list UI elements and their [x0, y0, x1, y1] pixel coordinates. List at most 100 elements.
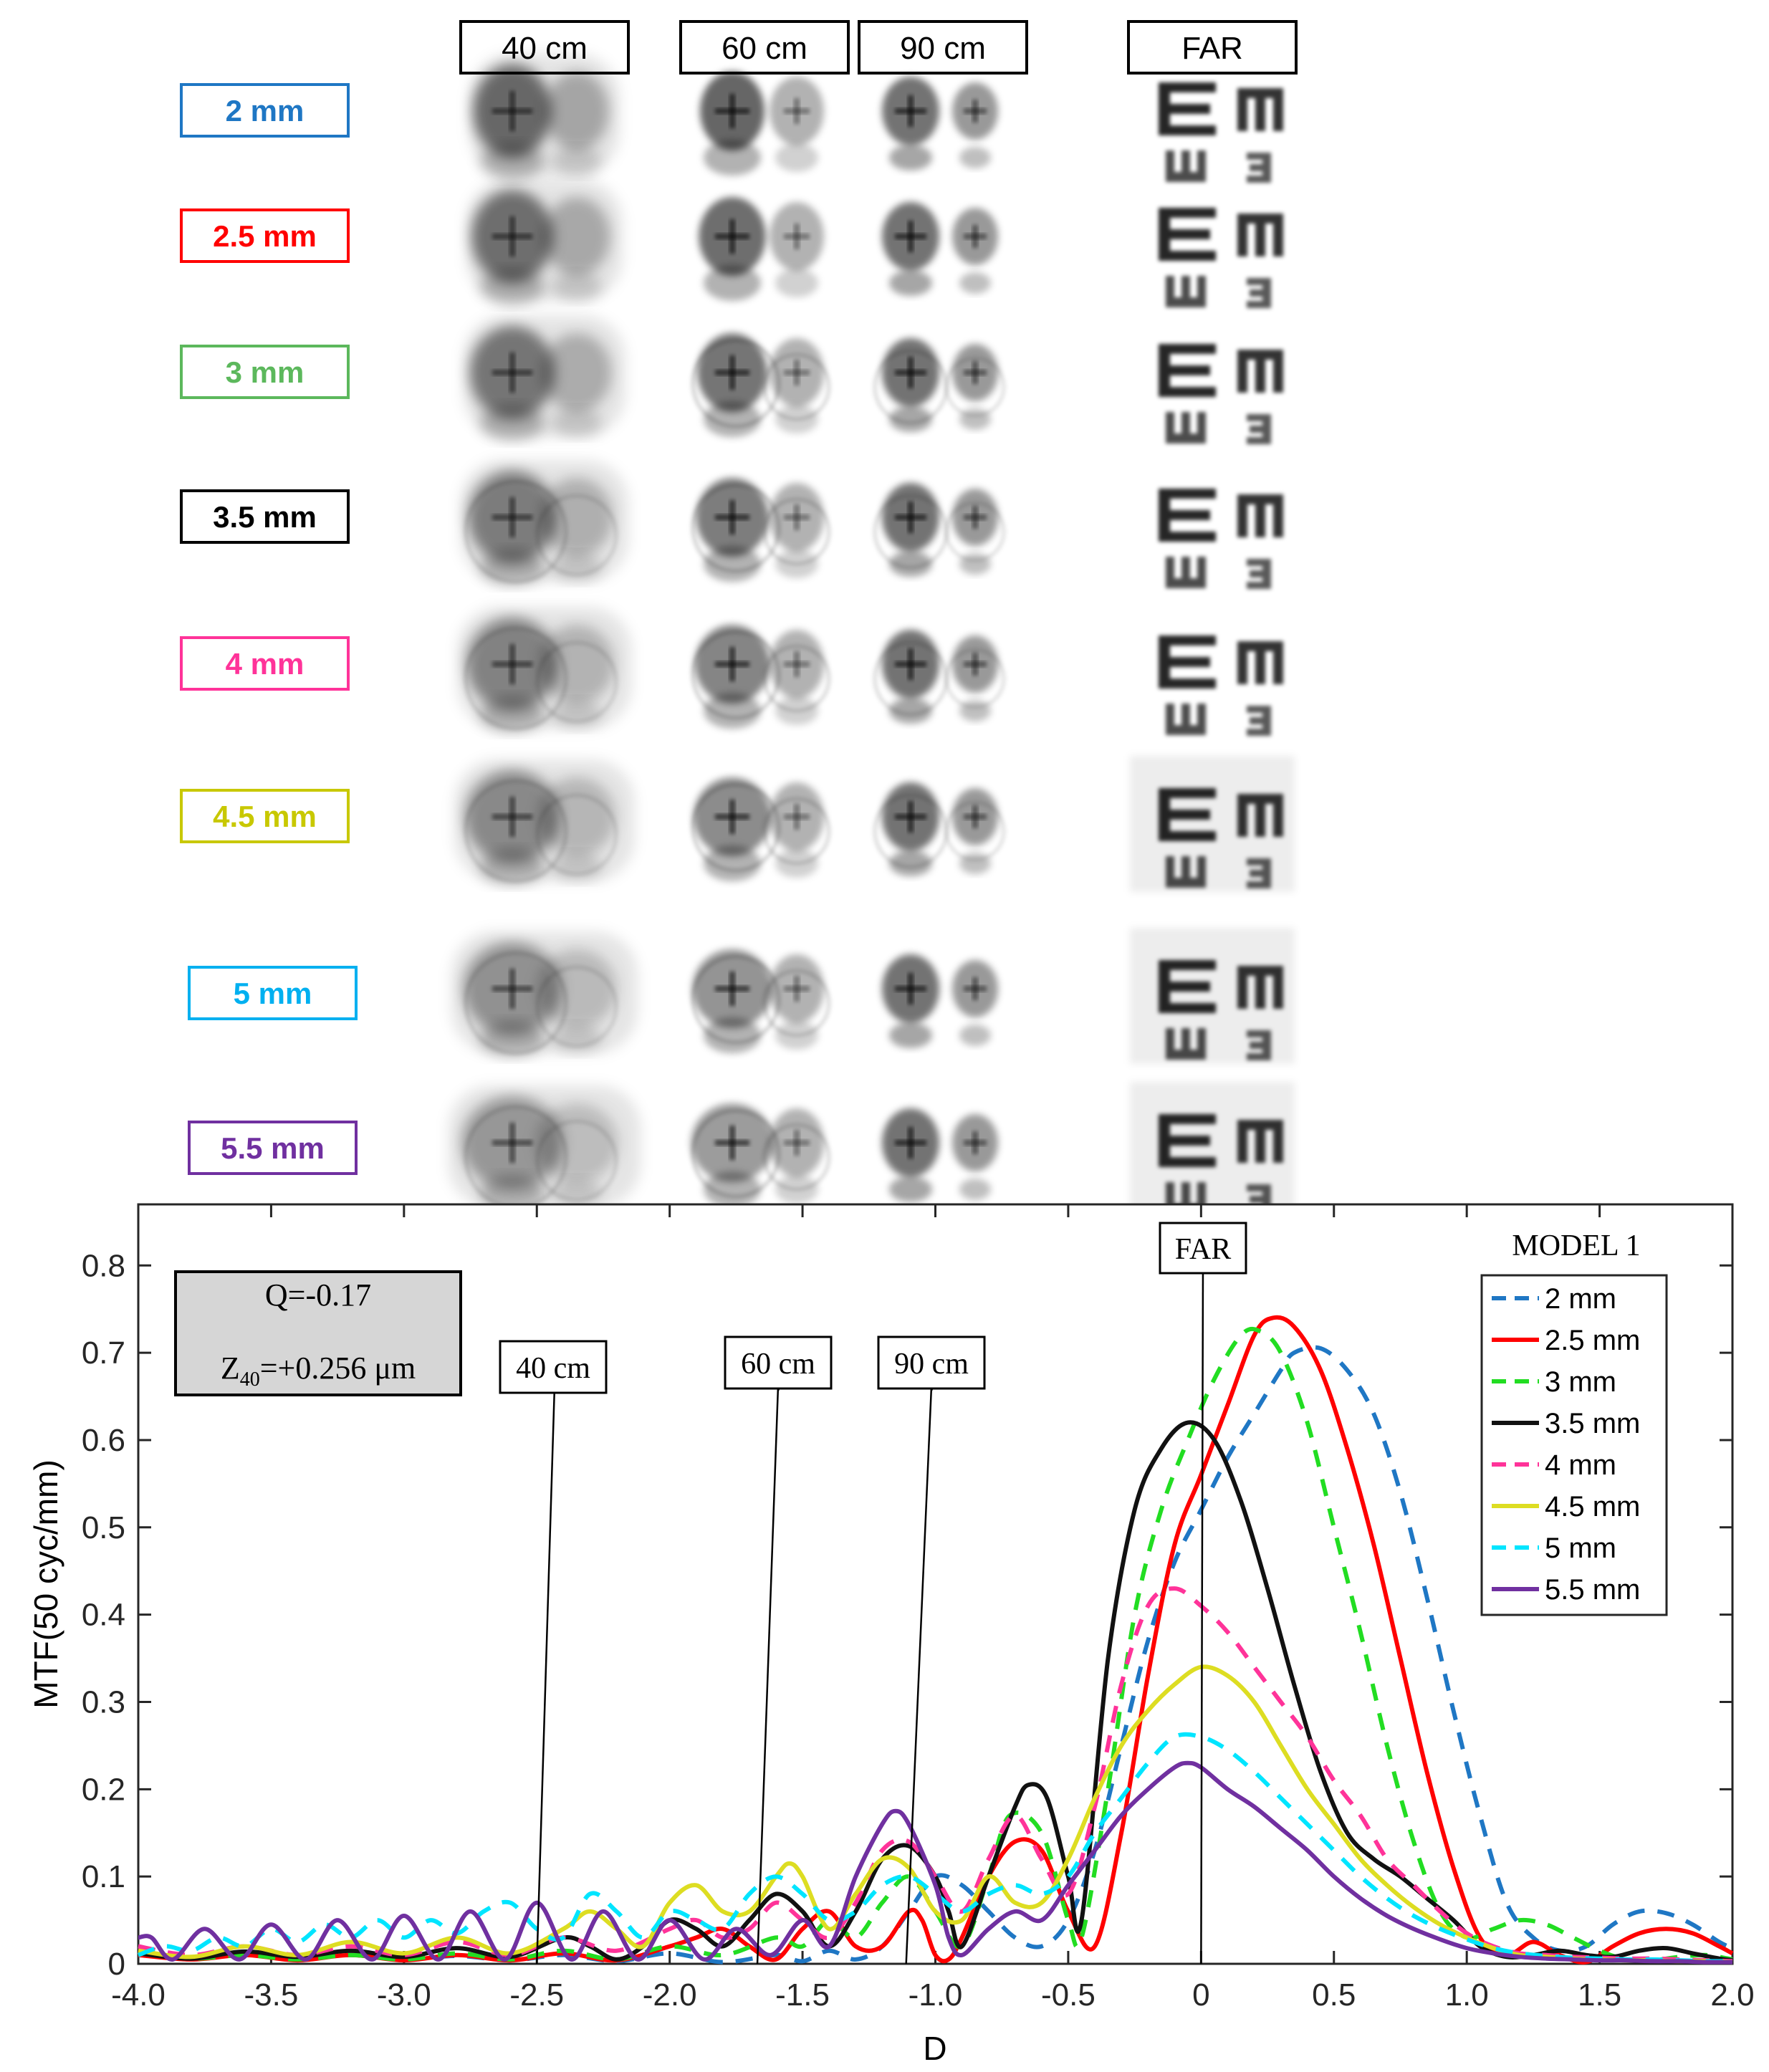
legend-label: 2.5 mm: [1545, 1325, 1640, 1356]
row-label-box: [180, 345, 350, 399]
y-tick-label: 0: [108, 1947, 125, 1982]
annotation-arrow: [905, 1381, 934, 1965]
row-label-box: [180, 636, 350, 691]
row-label: 5 mm: [234, 977, 312, 1010]
row-2_5mm: 2.5 mm: [180, 179, 1283, 308]
y-tick-label: 0.7: [82, 1335, 125, 1371]
annotation-label: FAR: [1175, 1233, 1232, 1266]
legend-label: 5 mm: [1545, 1533, 1616, 1564]
legend-label: 4.5 mm: [1545, 1491, 1640, 1522]
annotation-box: [724, 1335, 833, 1390]
x-tick-label: -1.5: [775, 1977, 830, 2013]
row-2mm: 2 mm: [180, 54, 1283, 183]
z40-value-label: Z40=+0.256 μm: [221, 1351, 416, 1391]
row-label: 4 mm: [226, 647, 305, 681]
annotation-40cm: 40 cm: [499, 1340, 608, 1965]
annotation-90cm: 90 cm: [877, 1335, 986, 1965]
row-label-box: [180, 83, 350, 138]
x-tick-label: 2.0: [1710, 1977, 1754, 2013]
sim-image-60cm: [691, 333, 831, 437]
annotation-arrow: [756, 1381, 780, 1965]
sim-image-60cm: [700, 72, 824, 176]
sim-image-90cm: [873, 483, 1006, 577]
legend-entry: 3 mm: [1492, 1366, 1616, 1398]
column-header-90cm-label: 90 cm: [900, 31, 986, 66]
legend: 2 mm 2.5 mm 3 mm 3.5 mm 4 mm 4.5 mm 5 mm 5.5 mm: [1480, 1274, 1668, 1616]
column-header-far-label: FAR: [1181, 31, 1243, 66]
column-header-far: FAR: [1127, 20, 1298, 75]
row-3_5mm: 3.5 mm: [180, 460, 1283, 589]
sim-image-40cm: [463, 315, 626, 441]
y-tick-label: 0.1: [82, 1859, 125, 1894]
sim-image-60cm: [691, 478, 831, 582]
sim-image-far: [1159, 82, 1283, 183]
annotation-arrow: [536, 1381, 557, 1965]
row-5_5mm: 5.5 mm: [188, 1082, 1295, 1218]
row-label: 5.5 mm: [221, 1131, 325, 1165]
row-5mm: 5 mm: [188, 928, 1295, 1064]
column-header-90cm: 90 cm: [858, 20, 1028, 75]
legend-entry: 5 mm: [1492, 1533, 1616, 1564]
z40-subscript: 40: [240, 1368, 260, 1391]
aperture-rows: 2 mm 2.5 mm 3 mm 3.5 mm 4 mm 4.5 mm 5 mm 5.5 mm: [180, 54, 1295, 1218]
sim-image-40cm: [454, 759, 635, 885]
series-line-4_5mm: [138, 1664, 1733, 1965]
annotation-box: [499, 1340, 608, 1394]
sim-image-90cm: [873, 630, 1006, 724]
y-axis-label: MTF(50 cyc/mm): [27, 1459, 64, 1709]
annotation-box: [1159, 1222, 1247, 1275]
x-tick-label: 1.5: [1578, 1977, 1621, 2013]
row-4_5mm: 4.5 mm: [180, 756, 1295, 892]
x-tick-label: 1.0: [1445, 1977, 1489, 2013]
sim-image-60cm: [691, 625, 831, 729]
sim-image-60cm: [691, 1103, 831, 1207]
annotation-label: 40 cm: [516, 1352, 590, 1385]
x-axis-label: D: [923, 2030, 946, 2067]
z40-prefix: Z: [221, 1351, 240, 1386]
row-label: 4.5 mm: [213, 800, 317, 833]
sim-image-far: [1159, 489, 1283, 589]
sim-image-far: [1159, 635, 1283, 736]
info-box: Q=-0.17 Z40=+0.256 μm: [174, 1270, 462, 1396]
legend-entry: 4 mm: [1492, 1449, 1616, 1481]
x-tick-label: 0.5: [1312, 1977, 1356, 2013]
annotation-far: FAR: [1159, 1222, 1247, 1965]
series-lines: [137, 1315, 1734, 1965]
sim-image-far: [1130, 928, 1295, 1064]
legend-entry: 2 mm: [1492, 1283, 1616, 1315]
row-label: 3.5 mm: [213, 500, 317, 534]
sim-image-90cm: [882, 202, 998, 296]
y-tick-label: 0.5: [82, 1510, 125, 1545]
y-tick-label: 0.2: [82, 1772, 125, 1807]
column-header-60cm-label: 60 cm: [721, 31, 807, 66]
row-3mm: 3 mm: [180, 315, 1283, 444]
sim-image-60cm: [691, 949, 831, 1053]
x-tick-label: -2.5: [509, 1977, 564, 2013]
x-tick-label: -0.5: [1041, 1977, 1096, 2013]
legend-label: 3.5 mm: [1545, 1408, 1640, 1439]
y-tick-label: 0.6: [82, 1423, 125, 1458]
q-value-label: Q=-0.17: [265, 1277, 371, 1313]
series-line-5mm: [137, 1732, 1733, 1964]
legend-entry: 3.5 mm: [1492, 1408, 1640, 1439]
sim-image-90cm: [882, 1108, 998, 1202]
sim-image-far: [1130, 1082, 1295, 1218]
sim-image-90cm: [882, 954, 998, 1048]
sim-image-90cm: [882, 77, 998, 171]
x-tick-label: -4.0: [111, 1977, 166, 2013]
annotation-label: 90 cm: [894, 1348, 969, 1381]
legend-entry: 2.5 mm: [1492, 1325, 1640, 1356]
legend-entry: 5.5 mm: [1492, 1574, 1640, 1606]
column-header-60cm: 60 cm: [679, 20, 850, 75]
series-line-5_5mm: [138, 1760, 1733, 1965]
sim-image-far: [1130, 756, 1295, 892]
y-tick-label: 0.8: [82, 1248, 125, 1283]
legend-label: 2 mm: [1545, 1283, 1616, 1315]
sim-image-far: [1159, 344, 1283, 444]
row-label-box: [180, 208, 350, 263]
legend-box: [1480, 1274, 1668, 1616]
row-label: 3 mm: [226, 355, 305, 389]
sim-image-90cm: [873, 782, 1006, 876]
